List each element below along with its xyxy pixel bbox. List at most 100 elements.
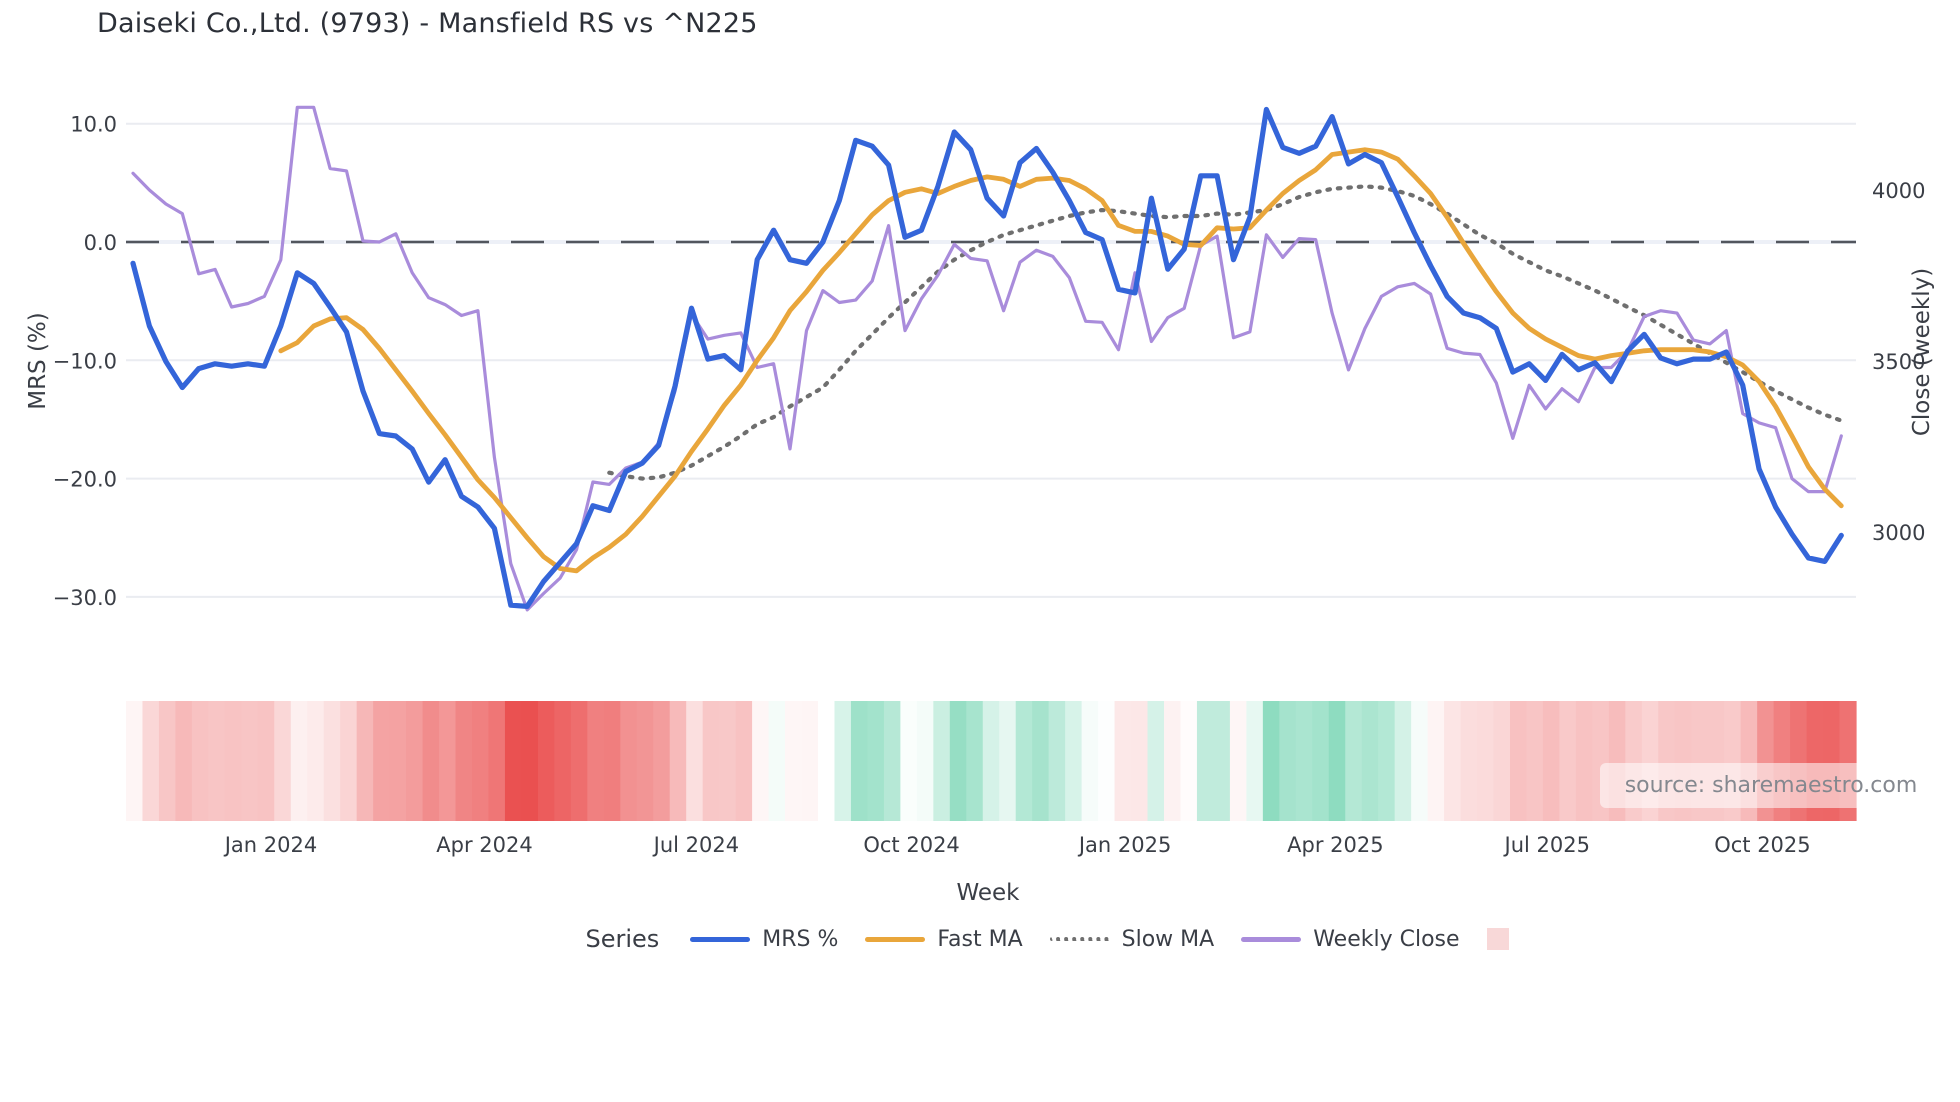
heatmap-stripe	[818, 701, 836, 821]
heatmap-stripe	[636, 701, 654, 821]
heatmap-stripe	[290, 701, 308, 821]
heatmap-stripe	[900, 701, 918, 821]
watermark: source: sharemaestro.com	[1600, 763, 1942, 808]
heatmap-stripe	[620, 701, 638, 821]
legend-item-fast-ma[interactable]: Fast MA	[865, 927, 1023, 952]
heatmap-stripe	[1213, 701, 1231, 821]
series-line-icon	[865, 936, 926, 942]
heatmap-stripe	[1312, 701, 1330, 821]
series-line-icon	[1241, 936, 1302, 942]
heatmap-stripe	[356, 701, 374, 821]
heatmap-stripe	[1378, 701, 1396, 821]
right-axis-tick-label: 4000	[1872, 179, 1925, 203]
heatmap-stripe	[1361, 701, 1379, 821]
heatmap-stripe	[653, 701, 671, 821]
heatmap-stripe	[323, 701, 341, 821]
heatmap-stripe	[1015, 701, 1033, 821]
heatmap-stripe	[175, 701, 193, 821]
heatmap-stripe	[1262, 701, 1280, 821]
left-axis-tick-label: 0.0	[84, 231, 117, 255]
heatmap-stripe	[1493, 701, 1511, 821]
watermark-text: source: sharemaestro.com	[1624, 773, 1918, 798]
heatmap-stripe	[933, 701, 951, 821]
heatmap-stripe	[274, 701, 292, 821]
heatmap-stripe	[439, 701, 457, 821]
heatmap-stripe	[224, 701, 242, 821]
x-axis-tick-label: Oct 2024	[863, 833, 959, 857]
heatmap-stripe	[735, 701, 753, 821]
heatmap-stripe	[406, 701, 424, 821]
heatmap-stripe	[1411, 701, 1429, 821]
heatmap-stripe	[191, 701, 209, 821]
heatmap-stripe	[1246, 701, 1264, 821]
right-axis-tick-label: 3500	[1872, 350, 1925, 374]
heatmap-stripe	[801, 701, 819, 821]
heatmap-stripe	[340, 701, 358, 821]
heatmap-stripe	[126, 701, 144, 821]
left-axis-tick-label: 10.0	[70, 113, 117, 137]
x-axis-tick-label: Jul 2024	[652, 833, 739, 857]
heatmap-stripe	[1460, 701, 1478, 821]
heatmap-stripe	[752, 701, 770, 821]
heatmap-stripe	[1444, 701, 1462, 821]
heatmap-stripe	[537, 701, 555, 821]
heatmap-stripe	[1081, 701, 1099, 821]
legend-item-label: Weekly Close	[1313, 926, 1460, 952]
mrs-line	[130, 106, 1844, 609]
left-axis-tick-label: −20.0	[53, 468, 117, 492]
heatmap-stripe	[1345, 701, 1363, 821]
legend-item-label: MRS %	[762, 926, 839, 952]
fast-ma-line	[278, 147, 1844, 574]
heatmap-stripe	[850, 701, 869, 821]
heatmap-stripe	[1196, 701, 1215, 821]
heatmap-stripe	[768, 701, 786, 821]
heatmap-stripe	[554, 701, 572, 821]
heatmap-stripe	[373, 701, 391, 821]
heatmap-stripe	[307, 701, 325, 821]
x-axis-tick-label: Jan 2025	[1077, 833, 1172, 857]
heatmap-stripe	[999, 701, 1017, 821]
heatmap-stripe	[982, 701, 1000, 821]
x-axis-tick-label: Oct 2025	[1714, 833, 1810, 857]
legend-item-weekly-close[interactable]: Weekly Close	[1241, 926, 1460, 952]
heatmap-stripe	[504, 701, 523, 821]
heatmap-stripe	[1526, 701, 1544, 821]
heatmap-stripe	[570, 701, 588, 821]
heatmap-stripe	[1147, 701, 1165, 821]
heatmap-stripe	[603, 701, 621, 821]
heatmap-stripe	[702, 701, 720, 821]
x-axis-tick-label: Jan 2024	[223, 833, 318, 857]
heatmap-stripe	[785, 701, 803, 821]
heatmap-stripe	[686, 701, 704, 821]
heatmap-stripe	[1559, 701, 1577, 821]
legend-item-heatmap[interactable]	[1486, 928, 1509, 950]
heatmap-stripe	[241, 701, 259, 821]
heatmap-stripe	[1048, 701, 1066, 821]
heatmap-stripe	[1427, 701, 1445, 821]
heatmap-stripe	[719, 701, 737, 821]
heatmap-stripe	[208, 701, 226, 821]
heatmap-stripe	[158, 701, 177, 821]
x-axis-tick-label: Apr 2025	[1287, 833, 1383, 857]
x-axis-title: Week	[956, 880, 1020, 906]
heatmap-stripe	[949, 701, 967, 821]
series-line-icon	[1049, 937, 1110, 941]
heatmap-stripe	[472, 701, 490, 821]
heatmap-stripe	[1229, 701, 1247, 821]
heatmap-stripe	[834, 701, 852, 821]
heatmap-stripe	[1328, 701, 1346, 821]
legend-item-mrs-[interactable]: MRS %	[690, 927, 838, 952]
heatmap-stripe	[1098, 701, 1116, 821]
heatmap-stripe	[1279, 701, 1297, 821]
heatmap-stripe	[142, 701, 160, 821]
legend-item-slow-ma[interactable]: Slow MA	[1049, 927, 1214, 952]
heatmap-stripe	[488, 701, 506, 821]
heatmap-stripe	[1575, 701, 1593, 821]
heatmap-stripe	[257, 701, 275, 821]
heatmap-stripe	[389, 701, 407, 821]
heatmap-stripe	[883, 701, 901, 821]
series-line-icon	[690, 936, 751, 942]
heatmap-stripe	[1065, 701, 1083, 821]
